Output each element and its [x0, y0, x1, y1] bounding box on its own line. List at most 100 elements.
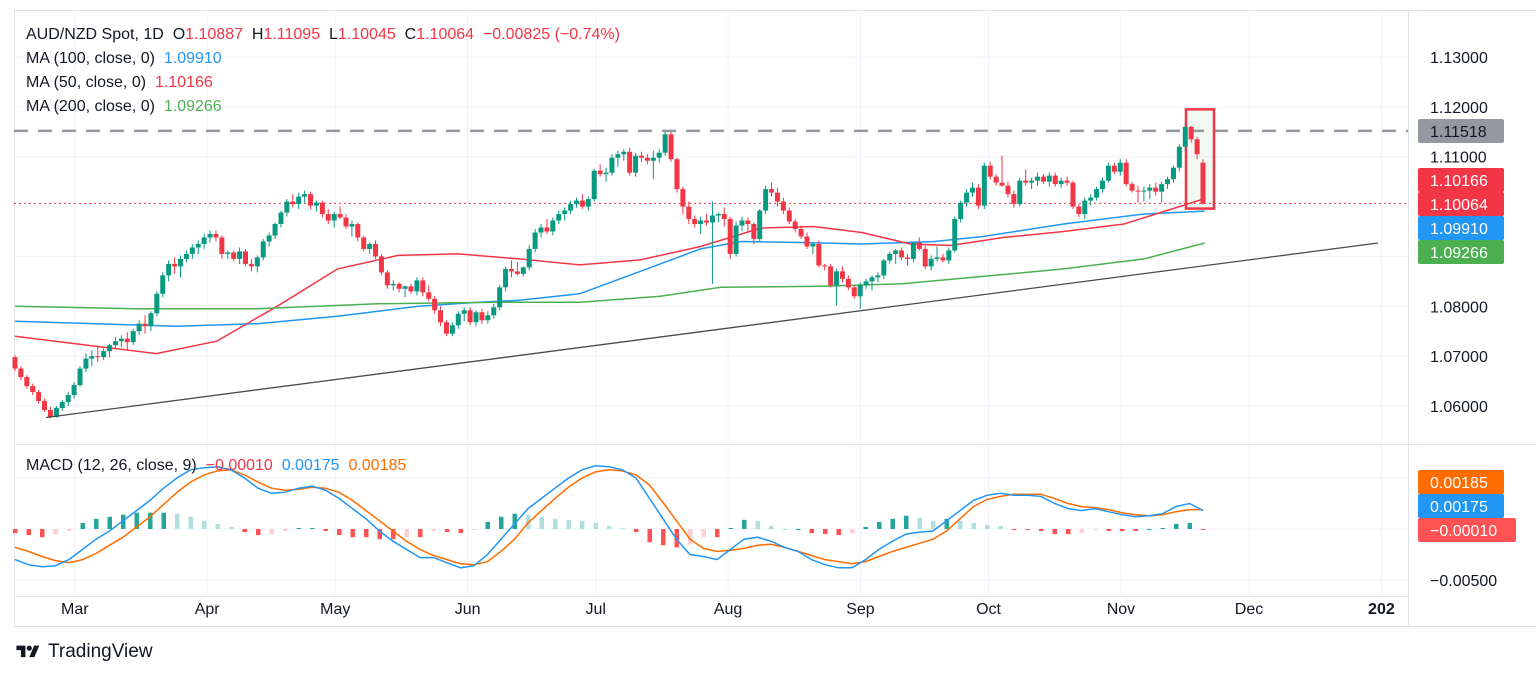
candle-down	[804, 236, 810, 247]
candle-up	[834, 271, 840, 286]
candle-down	[704, 220, 710, 223]
ma200-tag-bg	[1418, 240, 1504, 264]
macd-histogram-bar	[13, 529, 18, 534]
macd-histogram-bar	[323, 529, 328, 532]
candle-down	[355, 224, 361, 238]
macd-histogram-bar	[445, 529, 450, 533]
price-tick-label: 1.11000	[1430, 150, 1487, 167]
candle-down	[597, 170, 603, 175]
candle-up	[615, 154, 621, 158]
candle-up	[266, 235, 272, 242]
candle-up	[201, 237, 207, 244]
time-tick-label: Sep	[846, 601, 875, 618]
candle-down	[337, 214, 343, 218]
candle-up	[449, 325, 455, 334]
highlight-box	[1184, 108, 1216, 210]
last-price-tag-text: 1.10064	[1430, 197, 1488, 214]
macd-histogram-bar	[877, 521, 882, 529]
macd-histogram-bar	[175, 513, 180, 529]
macd-histogram-bar	[809, 529, 814, 534]
candle-down	[899, 250, 905, 258]
candle-down	[384, 272, 390, 286]
macd-histogram-bar	[121, 514, 126, 529]
candle-up	[715, 214, 721, 216]
candle-down	[36, 392, 42, 402]
candle-down	[816, 243, 822, 266]
macd-histogram-bar	[1079, 529, 1084, 534]
macd-lines	[14, 465, 1204, 569]
candle-up	[1017, 180, 1023, 205]
macd-histogram-bar	[80, 522, 85, 529]
macd-tag-text: 0.00175	[1430, 499, 1488, 516]
price-tick-label: 1.06000	[1430, 399, 1488, 416]
macd-histogram-bar	[431, 529, 436, 532]
candle-down	[727, 219, 733, 254]
ma50-legend[interactable]: MA (50, close, 0) 1.10166	[26, 72, 620, 96]
candle-up	[550, 220, 556, 232]
macd-histogram-bar	[418, 529, 423, 538]
candle-up	[1182, 126, 1188, 147]
macd-histogram-bar	[1133, 529, 1138, 532]
candle-down	[1052, 175, 1058, 185]
candle-down	[839, 271, 845, 279]
candle-up	[910, 242, 916, 259]
candle-up	[260, 241, 266, 258]
candle-up	[863, 281, 869, 286]
candle-up	[875, 275, 881, 278]
tradingview-brand[interactable]: TradingView	[14, 641, 153, 663]
candle-down	[644, 157, 650, 161]
candle-down	[745, 220, 751, 225]
candle-down	[142, 323, 148, 327]
macd-legend[interactable]: MACD (12, 26, close, 9) −0.00010 0.00175…	[26, 457, 406, 475]
price-axis[interactable]: 1.13000 1.12000 1.11000 1.08000 1.07000 1.060…	[1430, 50, 1488, 416]
candle-up	[538, 227, 544, 233]
trendline[interactable]	[45, 242, 1379, 419]
macd-histogram-bar	[931, 520, 936, 529]
macd-histogram-bar	[134, 512, 139, 529]
candle-down	[987, 165, 993, 177]
candle-up	[958, 202, 964, 220]
macd-histogram-bar	[215, 523, 220, 529]
candle-up	[520, 267, 526, 274]
candle-down	[828, 266, 834, 286]
candle-up	[969, 187, 975, 193]
candle-up	[296, 196, 302, 205]
macd-histogram-bar	[148, 512, 153, 529]
price-lines	[14, 129, 1408, 204]
highlight-rectangle	[1184, 108, 1216, 210]
macd-histogram-bar	[728, 527, 733, 529]
resistance-tag-bg	[1418, 119, 1504, 143]
candle-up	[485, 315, 491, 321]
candle-up	[573, 200, 579, 205]
candle-down	[922, 248, 928, 267]
macd-histogram-bar	[458, 529, 463, 534]
macd-histogram-bar	[769, 525, 774, 529]
candle-up	[101, 351, 107, 358]
candle-down	[851, 287, 857, 297]
candle-up	[1035, 176, 1041, 181]
time-tick-label: Apr	[195, 601, 221, 618]
candle-up	[491, 307, 497, 316]
time-tick-label: Jun	[455, 601, 481, 618]
symbol-title[interactable]: AUD/NZD Spot, 1D	[26, 26, 164, 43]
candle-down	[916, 242, 922, 249]
candle-down	[769, 189, 775, 193]
ma-line	[14, 242, 1205, 310]
time-axis[interactable]: Mar Apr May Jun Jul Aug Sep Oct Nov Dec 202	[61, 601, 1395, 618]
candlesticks	[12, 122, 1206, 419]
ma200-legend[interactable]: MA (200, close, 0) 1.09266	[26, 96, 620, 120]
candle-down	[42, 401, 48, 410]
candle-up	[207, 233, 213, 238]
candle-up	[136, 323, 142, 332]
ma100-legend[interactable]: MA (100, close, 0) 1.09910	[26, 48, 620, 72]
candle-up	[1159, 184, 1165, 192]
macd-histogram-bar	[742, 519, 747, 529]
time-tick-label: Nov	[1107, 601, 1135, 618]
candle-up	[118, 338, 124, 342]
candle-down	[822, 265, 828, 267]
candle-up	[532, 232, 538, 249]
candle-up	[887, 253, 893, 261]
low-value: 1.10045	[337, 26, 396, 43]
macd-histogram-bar	[593, 522, 598, 529]
macd-axis[interactable]: −0.00500	[1430, 573, 1497, 590]
